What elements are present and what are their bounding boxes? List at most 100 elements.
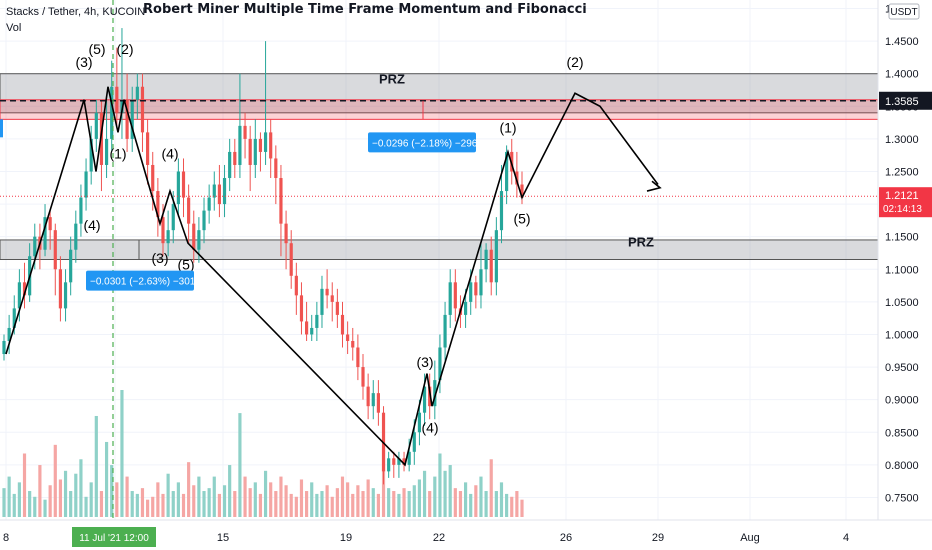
candle-body — [417, 412, 422, 433]
volume-bar — [279, 476, 283, 517]
candle-body — [7, 327, 11, 341]
volume-bar — [520, 499, 524, 517]
volume-bar — [115, 482, 119, 517]
volume-bar — [310, 482, 314, 517]
candle-body — [479, 269, 483, 296]
volume-bar — [453, 488, 457, 517]
volume-bar — [151, 496, 155, 517]
volume-bar — [69, 491, 73, 517]
prz-zone — [0, 239, 879, 260]
volume-bar — [371, 488, 375, 517]
candle-body — [89, 138, 93, 172]
symbol-label[interactable]: Stacks / Tether, 4h, KUCOIN — [6, 6, 146, 18]
candle-body — [84, 171, 88, 198]
volume-bar — [140, 488, 145, 517]
candle-body — [69, 249, 73, 283]
candle-body — [12, 308, 16, 328]
volume-indicator-label[interactable]: Vol — [6, 22, 22, 34]
candle-body — [202, 210, 206, 231]
y-tick-label: 1.4000 — [885, 69, 919, 81]
candle-body — [469, 282, 473, 302]
countdown-label: 02:14:13 — [883, 204, 922, 215]
candle-body — [140, 86, 145, 133]
volume-bar — [505, 493, 509, 517]
volume-bar — [63, 470, 68, 517]
volume-bar — [212, 476, 216, 517]
price-axis[interactable]: 1.50001.45001.40001.35001.30001.25001.20… — [877, 0, 932, 520]
volume-bar — [299, 479, 304, 517]
volume-bar — [7, 476, 11, 517]
price-tag — [879, 187, 932, 218]
volume-bar — [351, 493, 355, 517]
measure-box — [368, 132, 476, 153]
candle-body — [115, 86, 119, 113]
candle-body — [438, 347, 442, 381]
candle-body — [305, 321, 309, 335]
currency-label: USDT — [890, 7, 917, 18]
y-tick-label: 1.0500 — [885, 297, 919, 309]
volume-bar — [28, 491, 32, 517]
candle-body — [474, 282, 478, 296]
volume-bar — [166, 473, 170, 517]
wave-label: (2) — [116, 41, 133, 57]
candle-body — [217, 184, 221, 205]
volume-bar — [253, 482, 257, 517]
volume-bar — [269, 482, 273, 517]
candle-body — [99, 112, 104, 165]
candle-body — [340, 314, 345, 335]
candle-body — [515, 171, 519, 185]
candle-body — [248, 138, 252, 165]
volume-bar — [258, 493, 263, 517]
candle-body — [351, 340, 355, 348]
wave-label: (5) — [88, 41, 105, 57]
candle-body — [48, 217, 52, 231]
volume-bar — [407, 491, 411, 517]
wave-label: (4) — [161, 145, 178, 161]
candle-body — [43, 217, 47, 250]
candle-body — [376, 393, 380, 413]
volume-bar — [494, 491, 498, 517]
candle-body — [299, 295, 304, 322]
candle-body — [494, 230, 498, 283]
wave-label: (3) — [75, 54, 92, 70]
candle-body — [366, 386, 370, 407]
volume-bar — [38, 465, 42, 517]
x-tick-label: Aug — [740, 532, 760, 544]
volume-bar — [305, 491, 309, 517]
candle-body — [243, 125, 247, 139]
candle-body — [187, 197, 191, 224]
wave-annotations: (3)(5) (2)(1)(4)(4)(3) (5)(1)(2)(3)(4)(5)−… — [0, 0, 878, 520]
candle-body — [94, 112, 98, 139]
volume-bar — [99, 491, 104, 517]
volume-bar — [325, 485, 329, 517]
candle-body — [443, 314, 447, 348]
candle-body — [79, 197, 83, 224]
volume-bar — [489, 459, 493, 517]
volume-bar — [289, 493, 293, 517]
candle-body — [274, 158, 278, 179]
volume-bar — [33, 496, 37, 517]
candle-body — [197, 230, 201, 250]
candle-body — [325, 288, 329, 296]
volume-bar — [284, 485, 288, 517]
time-axis[interactable]: 8 15 19 22 26 29 Aug 4 11 Jul '21 12:00 — [0, 519, 932, 547]
candle-body — [228, 151, 232, 179]
volume-bar — [443, 470, 447, 517]
candle-body — [330, 295, 334, 302]
candle-body — [212, 184, 216, 198]
volume-bar — [340, 476, 345, 517]
volume-bar — [74, 473, 78, 517]
candle-body — [387, 458, 391, 472]
volume-bar — [458, 491, 463, 517]
volume-bar — [197, 476, 201, 517]
volume-bar — [84, 496, 88, 517]
candle-body — [284, 223, 288, 244]
wave-label: (5) — [177, 256, 194, 272]
candle-body — [192, 223, 196, 250]
candle-body — [453, 282, 457, 309]
candle-body — [238, 125, 242, 165]
candle-body — [310, 327, 314, 335]
x-tick-label: 26 — [560, 532, 572, 544]
volume-bar — [320, 491, 324, 517]
